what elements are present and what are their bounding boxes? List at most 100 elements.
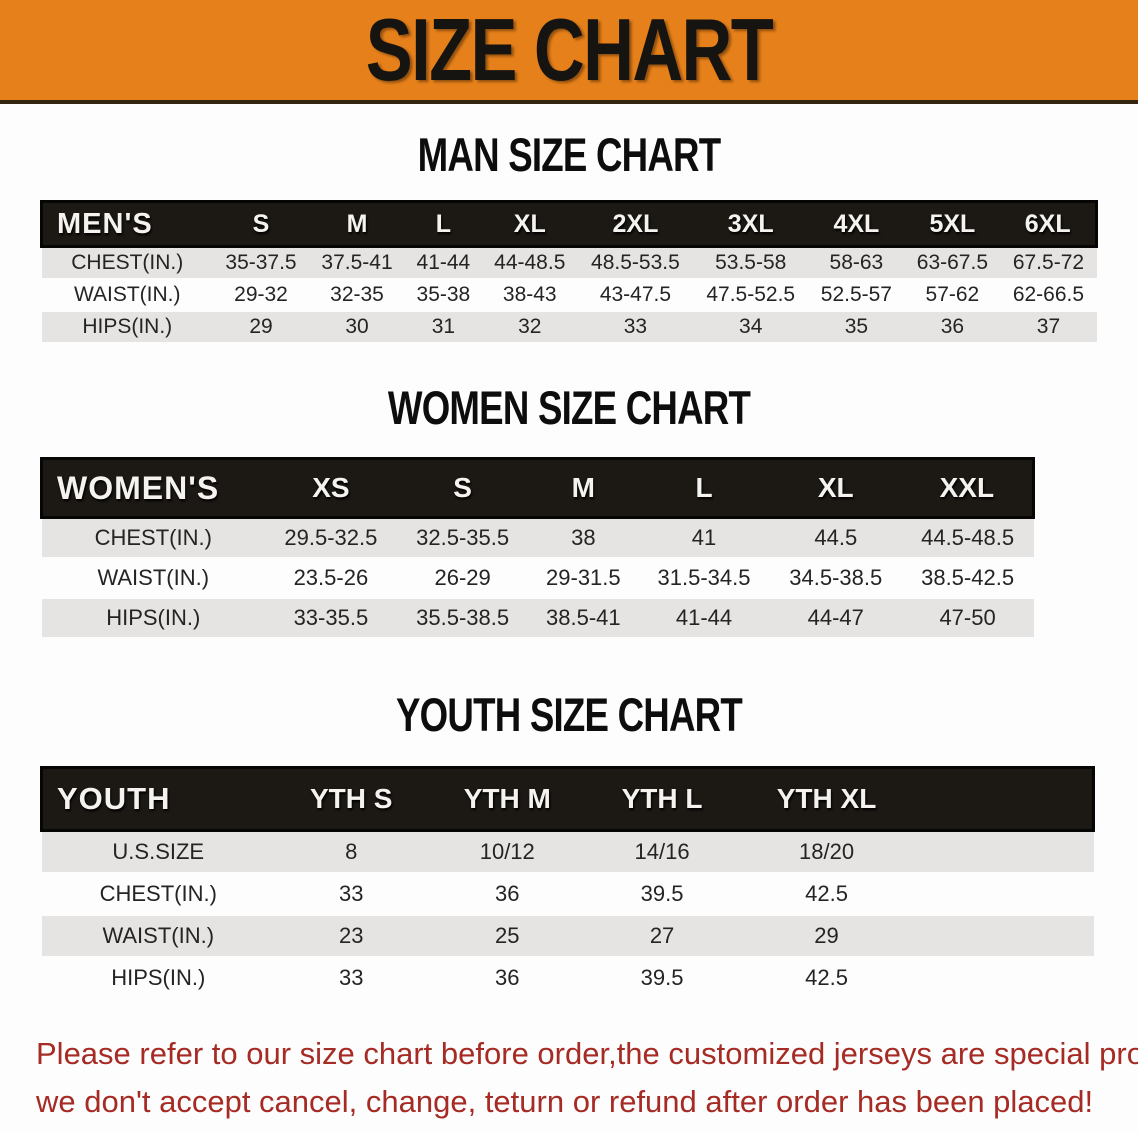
youth-row-label-chest-in: CHEST(IN.) xyxy=(41,872,275,916)
youth-col-yth-s: YTH S xyxy=(275,766,428,832)
men-chest-in-value-6xl: 67.5-72 xyxy=(1000,245,1097,280)
men-waist-in-value-l: 35-38 xyxy=(405,278,482,312)
women-hips-in-value-xxl: 47-50 xyxy=(901,597,1034,639)
youth-header-row: YOUTH YTH S YTH M YTH L YTH XL xyxy=(40,766,1095,832)
women-hips-in-value-l: 41-44 xyxy=(638,597,770,639)
men-row-waist-in: WAIST(IN.) 29-32 32-35 35-38 38-43 43-47.5 47.… xyxy=(41,278,1097,312)
women-waist-in-value-xs: 23.5-26 xyxy=(265,557,397,599)
men-table-label: MEN'S xyxy=(40,200,213,248)
youth-row-label-waist-in: WAIST(IN.) xyxy=(41,914,275,958)
women-row-chest-in: CHEST(IN.) 29.5-32.5 32.5-35.5 38 41 44.5 44.5… xyxy=(41,516,1034,559)
women-col-xs: XS xyxy=(265,457,397,519)
women-col-l: L xyxy=(638,457,770,519)
women-waist-in-value-xxl: 38.5-42.5 xyxy=(901,557,1034,599)
youth-hips-in-value-yth-s: 33 xyxy=(275,956,428,1000)
banner-title: SIZE CHART xyxy=(365,0,774,99)
women-waist-in-value-s: 26-29 xyxy=(396,557,529,599)
youth-col-yth-m: YTH M xyxy=(427,766,588,832)
men-waist-in-value-6xl: 62-66.5 xyxy=(1000,278,1097,312)
youth-hips-in-value-yth-m: 36 xyxy=(427,956,588,1000)
women-header-row: WOMEN'S XS S M L XL XXL xyxy=(40,457,1035,519)
youth-row-label-hips-in: HIPS(IN.) xyxy=(41,956,275,1000)
men-hips-in-value-3xl: 34 xyxy=(693,310,809,344)
youth-waist-in-value-yth-s: 23 xyxy=(275,914,428,958)
youth-hips-in-value-yth-l: 39.5 xyxy=(587,956,738,1000)
youth-u-s-size-value-yth-l: 14/16 xyxy=(587,829,738,874)
women-row-label-waist-in: WAIST(IN.) xyxy=(41,557,265,599)
men-row-hips-in: HIPS(IN.) 29 30 31 32 33 34 35 36 37 xyxy=(41,310,1097,344)
youth-chest-in-value-yth-xl: 42.5 xyxy=(737,872,916,916)
women-row-hips-in: HIPS(IN.) 33-35.5 35.5-38.5 38.5-41 41-44 44-… xyxy=(41,597,1034,639)
disclaimer-note: Please refer to our size chart before or… xyxy=(36,1030,1138,1126)
men-size-table: MEN'S S M L XL 2XL 3XL 4XL 5XL 6XL CHEST(IN.) 35-37… xyxy=(40,200,1099,344)
women-chest-in-value-xl: 44.5 xyxy=(769,516,902,559)
women-chest-in-value-l: 41 xyxy=(638,516,770,559)
men-chest-in-value-xl: 44-48.5 xyxy=(481,245,578,280)
disclaimer-line-1: Please refer to our size chart before or… xyxy=(36,1036,1138,1071)
women-waist-in-value-m: 29-31.5 xyxy=(528,557,639,599)
men-waist-in-value-m: 32-35 xyxy=(309,278,406,312)
men-waist-in-value-3xl: 47.5-52.5 xyxy=(693,278,809,312)
women-hips-in-value-m: 38.5-41 xyxy=(528,597,639,639)
men-waist-in-value-2xl: 43-47.5 xyxy=(577,278,694,312)
men-col-m: M xyxy=(309,200,406,248)
men-chest-in-value-s: 35-37.5 xyxy=(213,245,310,280)
men-chest-in-value-2xl: 48.5-53.5 xyxy=(577,245,694,280)
men-col-s: S xyxy=(213,200,310,248)
youth-row-u-s-size: U.S.SIZE 8 10/12 14/16 18/20 xyxy=(41,829,1094,874)
men-chest-in-value-l: 41-44 xyxy=(405,245,482,280)
men-chest-in-value-3xl: 53.5-58 xyxy=(693,245,809,280)
men-chest-in-value-5xl: 63-67.5 xyxy=(904,245,1001,280)
men-hips-in-value-m: 30 xyxy=(309,310,406,344)
women-table-label: WOMEN'S xyxy=(40,457,265,519)
youth-hips-in-value-blank xyxy=(916,956,1094,1000)
men-hips-in-value-5xl: 36 xyxy=(904,310,1001,344)
men-col-5xl: 5XL xyxy=(904,200,1001,248)
youth-row-chest-in: CHEST(IN.) 33 36 39.5 42.5 xyxy=(41,872,1094,916)
youth-chest-in-value-yth-s: 33 xyxy=(275,872,428,916)
youth-chest-in-value-yth-m: 36 xyxy=(427,872,588,916)
men-hips-in-value-xl: 32 xyxy=(481,310,578,344)
youth-col-yth-l: YTH L xyxy=(587,766,738,832)
youth-row-label-u-s-size: U.S.SIZE xyxy=(41,829,275,874)
men-waist-in-value-xl: 38-43 xyxy=(481,278,578,312)
youth-chest-in-value-blank xyxy=(916,872,1094,916)
women-col-xl: XL xyxy=(769,457,902,519)
youth-chest-in-value-yth-l: 39.5 xyxy=(587,872,738,916)
men-col-3xl: 3XL xyxy=(693,200,809,248)
women-chest-in-value-xxl: 44.5-48.5 xyxy=(901,516,1034,559)
youth-waist-in-value-blank xyxy=(916,914,1094,958)
women-section: WOMEN SIZE CHART WOMEN'S XS S M L XL XXL CHEST(… xyxy=(0,384,1138,639)
women-size-table: WOMEN'S XS S M L XL XXL CHEST(IN.) 29.5-32.5 32.5… xyxy=(40,457,1035,639)
men-waist-in-value-s: 29-32 xyxy=(213,278,310,312)
youth-waist-in-value-yth-m: 25 xyxy=(427,914,588,958)
women-col-xxl: XXL xyxy=(901,457,1035,519)
men-row-chest-in: CHEST(IN.) 35-37.5 37.5-41 41-44 44-48.5 48.5… xyxy=(41,245,1097,280)
men-col-2xl: 2XL xyxy=(577,200,694,248)
men-row-label-chest-in: CHEST(IN.) xyxy=(41,245,213,280)
youth-u-s-size-value-yth-xl: 18/20 xyxy=(737,829,916,874)
women-waist-in-value-l: 31.5-34.5 xyxy=(638,557,770,599)
women-chest-in-value-m: 38 xyxy=(528,516,639,559)
men-hips-in-value-s: 29 xyxy=(213,310,310,344)
women-hips-in-value-xl: 44-47 xyxy=(769,597,902,639)
men-hips-in-value-4xl: 35 xyxy=(808,310,905,344)
men-chest-in-value-4xl: 58-63 xyxy=(808,245,905,280)
women-hips-in-value-s: 35.5-38.5 xyxy=(396,597,529,639)
men-col-l: L xyxy=(405,200,482,248)
youth-col-yth-xl: YTH XL xyxy=(737,766,916,832)
men-col-6xl: 6XL xyxy=(1000,200,1099,248)
women-row-label-hips-in: HIPS(IN.) xyxy=(41,597,265,639)
youth-u-s-size-value-yth-s: 8 xyxy=(275,829,428,874)
disclaimer-line-2: we don't accept cancel, change, teturn o… xyxy=(36,1084,1094,1119)
men-waist-in-value-5xl: 57-62 xyxy=(904,278,1001,312)
youth-row-hips-in: HIPS(IN.) 33 36 39.5 42.5 xyxy=(41,956,1094,1000)
men-chest-in-value-m: 37.5-41 xyxy=(309,245,406,280)
youth-row-waist-in: WAIST(IN.) 23 25 27 29 xyxy=(41,914,1094,958)
women-col-s: S xyxy=(396,457,529,519)
women-hips-in-value-xs: 33-35.5 xyxy=(265,597,397,639)
women-col-m: M xyxy=(528,457,639,519)
youth-waist-in-value-yth-l: 27 xyxy=(587,914,738,958)
youth-u-s-size-value-yth-m: 10/12 xyxy=(427,829,588,874)
youth-size-table: YOUTH YTH S YTH M YTH L YTH XL U.S.SIZE 8 10/12… xyxy=(40,766,1095,1000)
